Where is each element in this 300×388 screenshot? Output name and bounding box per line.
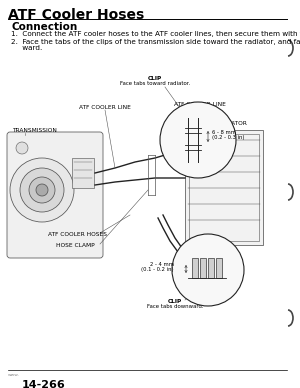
Text: TRANSMISSION: TRANSMISSION — [12, 128, 57, 133]
Text: CLIP: CLIP — [168, 299, 182, 304]
Circle shape — [172, 234, 244, 306]
Text: 14-266: 14-266 — [22, 380, 66, 388]
Bar — [200, 258, 206, 278]
Text: Connection: Connection — [11, 22, 77, 32]
Text: ATF COOLER LINE: ATF COOLER LINE — [174, 102, 226, 107]
Text: ATF Cooler Hoses: ATF Cooler Hoses — [8, 8, 144, 22]
Text: RADIATOR: RADIATOR — [217, 121, 247, 126]
Bar — [216, 258, 222, 278]
Text: CLIP: CLIP — [148, 76, 162, 81]
Text: 2 - 4 mm: 2 - 4 mm — [150, 263, 174, 267]
Circle shape — [29, 177, 55, 203]
Circle shape — [16, 142, 28, 154]
Circle shape — [10, 158, 74, 222]
Text: 2.  Face the tabs of the clips of the transmission side toward the radiator, and: 2. Face the tabs of the clips of the tra… — [11, 39, 300, 45]
Bar — [72, 158, 94, 188]
Bar — [192, 258, 198, 278]
Text: Face tabs downward.: Face tabs downward. — [147, 304, 203, 309]
Bar — [189, 134, 259, 241]
Text: Face tabs toward radiator.: Face tabs toward radiator. — [120, 81, 190, 86]
Text: 1.  Connect the ATF cooler hoses to the ATF cooler lines, then secure them with : 1. Connect the ATF cooler hoses to the A… — [11, 31, 300, 37]
FancyBboxPatch shape — [7, 132, 103, 258]
Text: ATF COOLER LINE: ATF COOLER LINE — [79, 105, 131, 110]
Text: ATF COOLER HOSES: ATF COOLER HOSES — [49, 232, 107, 237]
Text: 6 - 8 mm: 6 - 8 mm — [212, 130, 236, 135]
Text: (0.2 - 0.3 in): (0.2 - 0.3 in) — [212, 135, 244, 140]
Text: HOSE CLAMP: HOSE CLAMP — [56, 243, 94, 248]
Bar — [185, 130, 263, 245]
Circle shape — [36, 184, 48, 196]
Text: (0.1 - 0.2 in): (0.1 - 0.2 in) — [141, 267, 174, 272]
Circle shape — [20, 168, 64, 212]
Text: www.: www. — [8, 373, 20, 377]
Circle shape — [160, 102, 236, 178]
Bar — [208, 258, 214, 278]
Text: ward.: ward. — [11, 45, 42, 51]
